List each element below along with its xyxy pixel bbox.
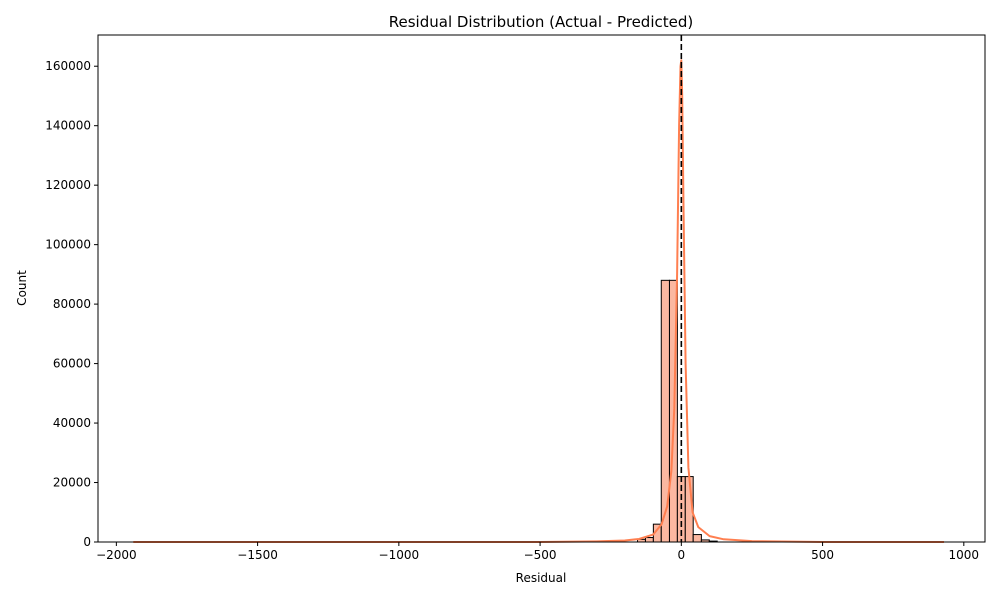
y-tick-label: 80000 <box>53 297 91 311</box>
y-axis-ticks: 0 20000 40000 60000 80000 100000 120000 140000 1… <box>45 59 98 549</box>
y-tick-label: 100000 <box>45 238 91 252</box>
y-tick-label: 160000 <box>45 59 91 73</box>
kde-curve-group <box>133 59 944 543</box>
histogram-bars <box>637 279 718 543</box>
x-tick-label: −1000 <box>379 548 420 562</box>
x-axis-label: Residual <box>516 571 567 585</box>
chart-title: Residual Distribution (Actual - Predicte… <box>389 13 693 31</box>
histogram-bar-7 <box>692 534 702 543</box>
x-tick-label: −500 <box>524 548 557 562</box>
kde-line <box>133 59 944 543</box>
x-tick-label: 0 <box>678 548 686 562</box>
histogram-bar-1 <box>644 537 654 543</box>
y-tick-label: 20000 <box>53 476 91 490</box>
x-axis-ticks: −2000 −1500 −1000 −500 0 500 1000 <box>96 542 979 562</box>
plot-frame <box>97 34 986 543</box>
x-tick-label: 1000 <box>949 548 980 562</box>
x-tick-label: −1500 <box>237 548 278 562</box>
x-tick-label: −2000 <box>96 548 137 562</box>
x-tick-label: 500 <box>811 548 834 562</box>
y-tick-label: 140000 <box>45 119 91 133</box>
y-axis-label: Count <box>15 270 29 306</box>
y-tick-label: 120000 <box>45 178 91 192</box>
y-tick-label: 0 <box>83 535 91 549</box>
y-tick-label: 40000 <box>53 416 91 430</box>
y-tick-label: 60000 <box>53 357 91 371</box>
